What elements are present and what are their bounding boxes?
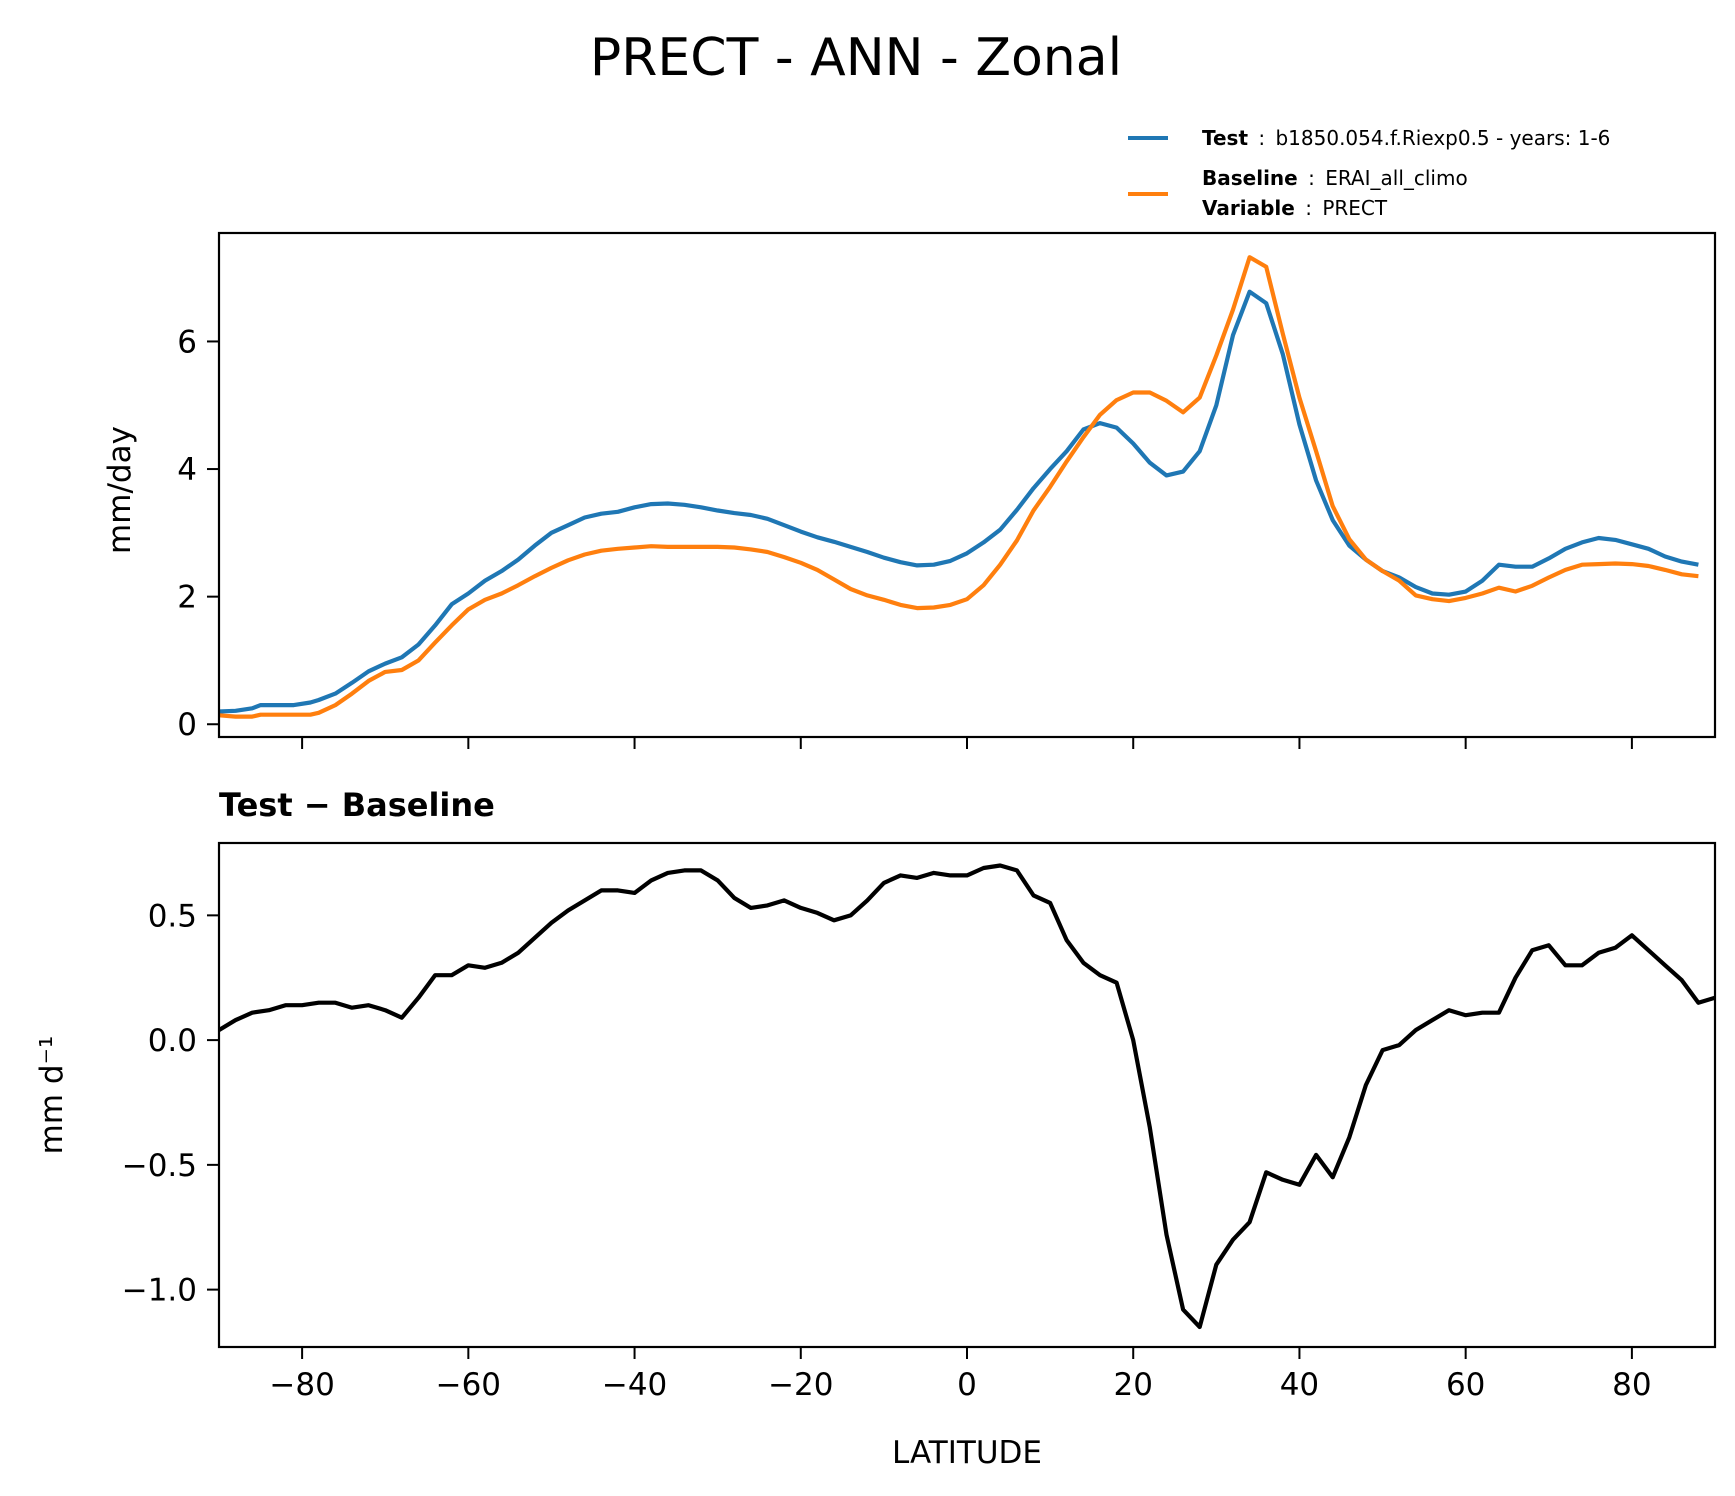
panel-title: Test − Baseline	[219, 786, 495, 824]
y-tick-label: 0.5	[148, 898, 197, 934]
legend-entry-test: Test : b1850.054.f.Riexp0.5 - years: 1-6	[1202, 126, 1610, 150]
x-tick-label: 0	[957, 1367, 977, 1403]
legend-key-baseline: Baseline	[1202, 166, 1298, 190]
legend-key-variable: Variable	[1202, 196, 1295, 220]
y-tick-label: 2	[177, 580, 197, 616]
legend: Test : b1850.054.f.Riexp0.5 - years: 1-6…	[1128, 126, 1610, 220]
legend-key-test: Test	[1202, 126, 1248, 150]
top-plot-panel: 0 2 4 6 mm/day	[102, 231, 1717, 749]
x-tick-label: 60	[1446, 1367, 1485, 1403]
series-line-baseline	[219, 255, 1699, 719]
y-axis-label: mm/day	[102, 426, 138, 554]
y-tick-label: −0.5	[122, 1148, 197, 1184]
y-tick-label: 6	[177, 324, 197, 360]
x-tick-label: 20	[1113, 1367, 1152, 1403]
x-tick-label: 80	[1612, 1367, 1651, 1403]
legend-sep-test: :	[1258, 126, 1265, 150]
x-tick-label: 40	[1280, 1367, 1319, 1403]
x-tick-label: −60	[436, 1367, 501, 1403]
legend-sep-baseline: :	[1308, 166, 1315, 190]
x-tick-label: −20	[768, 1367, 833, 1403]
y-tick-label: 0	[177, 707, 197, 743]
legend-sep-variable: :	[1305, 196, 1312, 220]
y-tick-label: 0.0	[148, 1023, 197, 1059]
legend-entry-baseline: Baseline : ERAI_all_climo	[1202, 166, 1468, 190]
y-tick-label: −1.0	[122, 1273, 197, 1309]
x-axis-label: LATITUDE	[892, 1435, 1042, 1471]
figure-title: PRECT - ANN - Zonal	[590, 28, 1122, 88]
plot-frame	[217, 841, 1717, 1349]
plot-frame	[217, 231, 1717, 739]
legend-entry-variable: Variable : PRECT	[1202, 196, 1388, 220]
x-tick-label: −40	[602, 1367, 667, 1403]
y-axis-label: mm d⁻¹	[34, 1036, 70, 1155]
legend-value-variable: PRECT	[1322, 196, 1388, 220]
y-tick-label: 4	[177, 452, 197, 488]
legend-value-test: b1850.054.f.Riexp0.5 - years: 1-6	[1275, 126, 1610, 150]
series-line-difference	[219, 863, 1715, 1330]
x-tick-label: −80	[269, 1367, 334, 1403]
series-line-test	[219, 289, 1699, 714]
legend-value-baseline: ERAI_all_climo	[1325, 166, 1468, 190]
difference-plot-panel: −80 −60 −40 −20 0 20 40 60 80 0.5 0.0 −0.5 −1.0 mm d⁻…	[34, 786, 1717, 1471]
